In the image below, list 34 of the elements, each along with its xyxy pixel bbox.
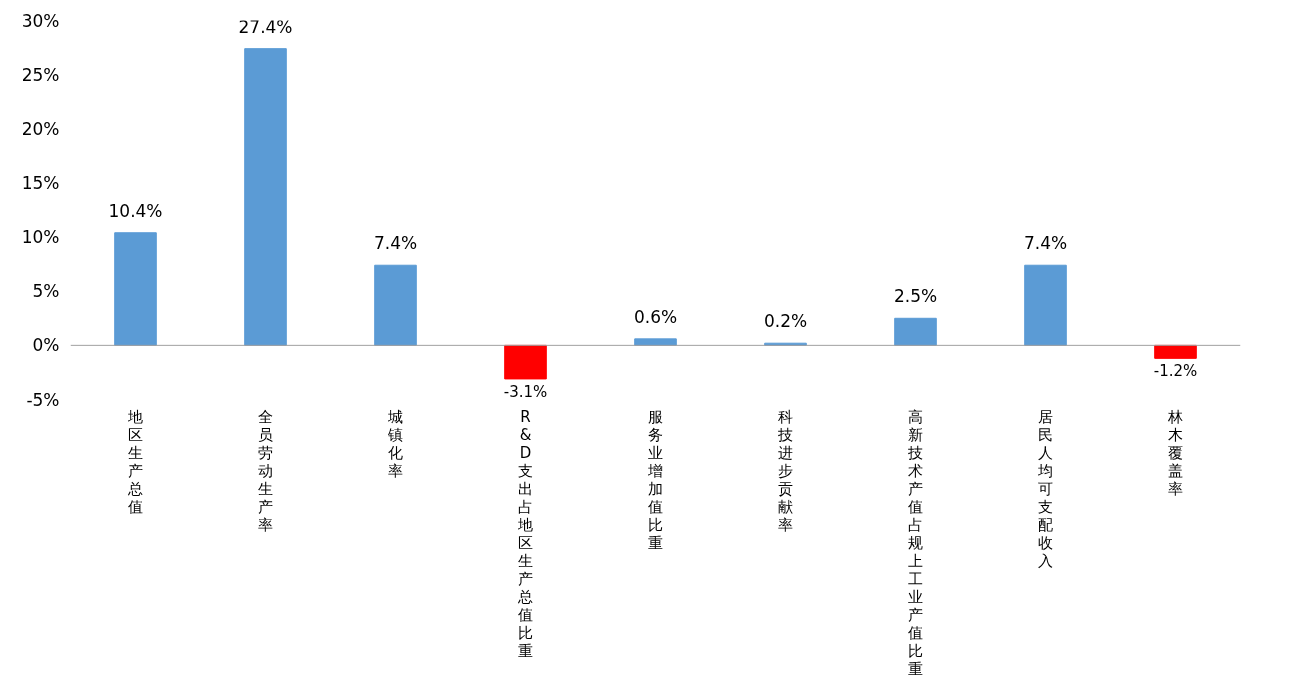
bar xyxy=(894,317,937,346)
x-tick-label: 林木覆盖率 xyxy=(1167,407,1183,498)
category-label: 居民人均可支配收入 xyxy=(1038,407,1053,570)
category-label: R&D支出占地区生产总值比重 xyxy=(518,407,533,660)
data-label: 10.4% xyxy=(108,200,163,221)
x-tick-label: 全员劳动生产率 xyxy=(258,407,273,534)
data-label: 0.2% xyxy=(763,311,808,332)
data-label: 7.4% xyxy=(373,233,418,254)
data-label: 2.5% xyxy=(893,286,938,307)
data-label: 7.4% xyxy=(1023,233,1068,254)
x-tick-label: 城镇化率 xyxy=(387,407,403,480)
y-tick-label: 25% xyxy=(21,64,60,85)
y-tick-label: 15% xyxy=(21,172,60,193)
bar xyxy=(244,48,287,346)
data-label: 0.6% xyxy=(633,306,678,327)
data-label: -3.1% xyxy=(503,382,548,401)
bar xyxy=(634,338,677,346)
data-label: 27.4% xyxy=(238,16,293,37)
y-tick-label: 10% xyxy=(21,227,60,248)
bar xyxy=(374,264,417,346)
category-label: 高新技术产值占规上工业产值比重 xyxy=(908,407,923,678)
y-tick-label: 5% xyxy=(32,281,60,302)
bar xyxy=(1024,264,1067,346)
y-tick-label: 20% xyxy=(21,118,60,139)
y-tick-label: 30% xyxy=(21,10,60,31)
x-tick-label: 地区生产总值 xyxy=(127,407,143,516)
x-tick-label: 科技进步贡献率 xyxy=(777,407,793,534)
y-tick-label: -5% xyxy=(26,389,60,410)
bar xyxy=(114,232,157,346)
x-tick-label: 服务业增加值比重 xyxy=(647,407,663,552)
bar xyxy=(504,344,547,380)
data-label: -1.2% xyxy=(1153,362,1198,381)
y-tick-label: 0% xyxy=(32,335,60,356)
bar xyxy=(1154,344,1197,359)
